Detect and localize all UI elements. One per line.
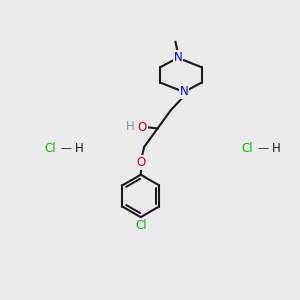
Text: Cl: Cl [242, 142, 253, 155]
Text: O: O [137, 156, 146, 169]
Text: —: — [258, 143, 269, 154]
Text: Cl: Cl [135, 219, 146, 232]
Text: H: H [272, 142, 281, 155]
Text: N: N [173, 51, 182, 64]
Text: O: O [138, 121, 147, 134]
Text: Cl: Cl [44, 142, 56, 155]
Text: H: H [125, 120, 134, 133]
Text: H: H [75, 142, 84, 155]
Text: —: — [61, 143, 72, 154]
Text: N: N [180, 85, 188, 98]
